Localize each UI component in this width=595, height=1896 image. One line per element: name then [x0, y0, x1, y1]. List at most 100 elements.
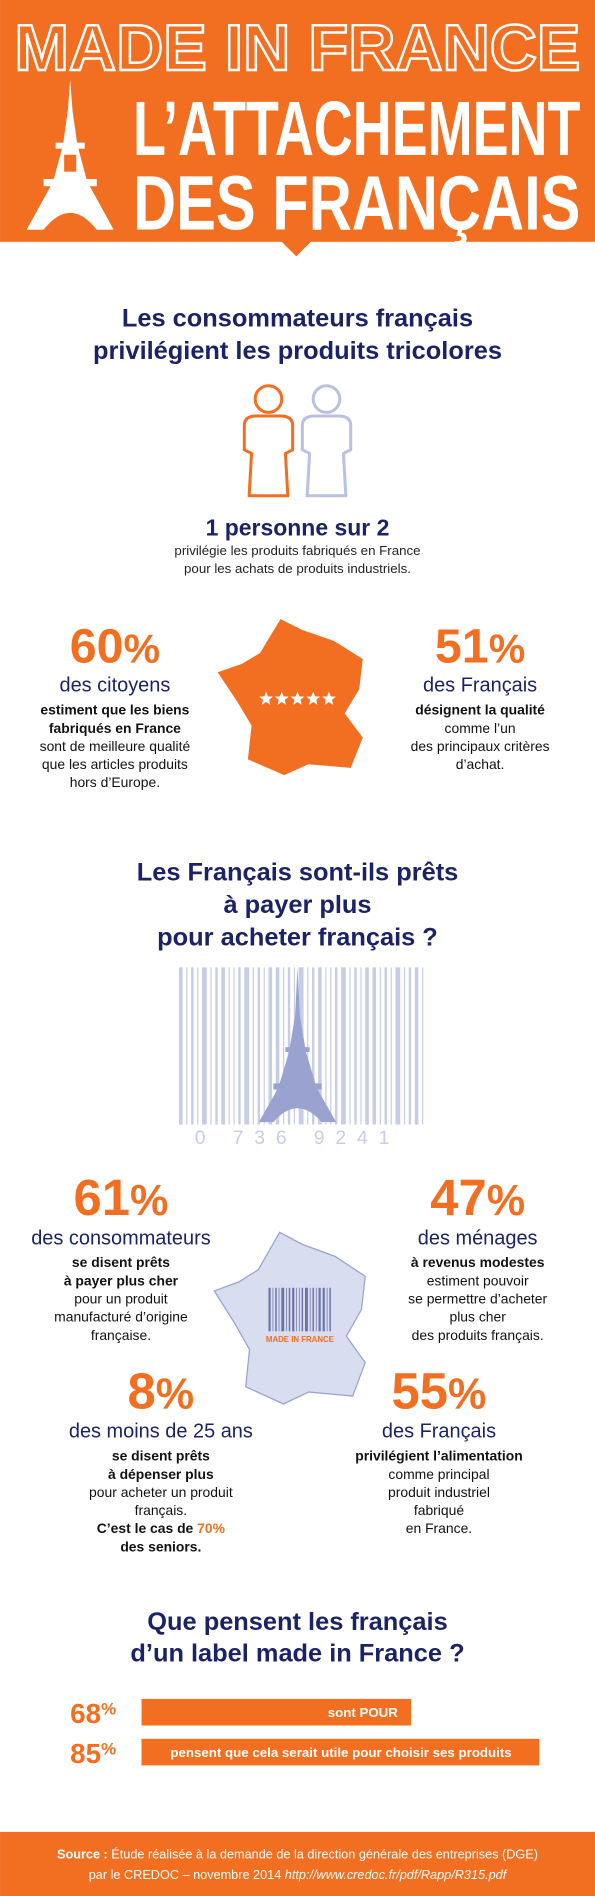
stat-block: 61%des consommateurs se disent prêts à pay…: [31, 1169, 211, 1343]
section-title: privilégient les produits tricolores: [93, 337, 502, 365]
barcode-bar: [372, 967, 377, 1125]
barcode-bar: [282, 967, 285, 1125]
barcode-bar: [315, 1287, 317, 1332]
barcode-bar: [263, 967, 265, 1125]
barcode-bar: [228, 967, 230, 1125]
footer-text: Étude réalisée à la demande de la direct…: [108, 1847, 538, 1862]
star: [290, 691, 305, 705]
barcode-bar: [334, 967, 338, 1125]
stat-text-part: comme l’un: [445, 720, 516, 736]
star: [274, 691, 289, 705]
stat-label: des citoyens: [59, 675, 170, 697]
header-subtitle: DES FRANÇAIS: [133, 161, 580, 247]
stat-text: d’achat.: [456, 756, 505, 772]
stat-value: 47%: [430, 1169, 525, 1226]
barcode-digits: 0 736 9241: [195, 1127, 401, 1149]
stat-text-part: à dépenser plus: [108, 1466, 214, 1482]
stat-value: 60%: [70, 620, 160, 674]
barcode-bar: [307, 967, 309, 1125]
stat-unit: %: [156, 1371, 194, 1419]
stat-text: des principaux critères: [411, 738, 550, 754]
item-number: 85: [70, 1738, 101, 1769]
stat-text: pour un produit: [74, 1291, 168, 1307]
barcode-bar: [191, 967, 194, 1125]
barcode-bar: [286, 1287, 287, 1332]
stat-label: des moins de 25 ans: [69, 1421, 253, 1443]
stat-highlight: 70%: [197, 1520, 225, 1536]
people-icon: [242, 384, 353, 498]
barcode-bar: [296, 1287, 298, 1332]
barcode-bar: [298, 1287, 300, 1332]
barcode-bar: [403, 967, 406, 1125]
stat-value: 8%: [128, 1363, 195, 1420]
stat-text-part: que les articles produits: [42, 756, 188, 772]
barcode-bar: [278, 1287, 280, 1332]
item-value: 68%: [70, 1698, 116, 1729]
footer-band: [0, 1831, 595, 1896]
stat-number: 51: [435, 620, 489, 674]
stat-text: estiment que les biens: [40, 702, 189, 718]
stat-text: à dépenser plus: [108, 1466, 214, 1482]
footer-line: Source : Étude réalisée à la demande de …: [57, 1847, 538, 1862]
stat-text-part: se permettre d’acheter: [408, 1291, 547, 1307]
stat-text: fabriqués en France: [49, 720, 181, 736]
barcode-bar: [268, 967, 273, 1125]
stat-text: comme l’un: [445, 720, 516, 736]
section-title: à payer plus: [223, 891, 371, 919]
barcode-bar: [186, 967, 188, 1125]
item-text: pensent que cela serait utile pour chois…: [170, 1745, 511, 1760]
stat-text-part: hors d’Europe.: [70, 774, 160, 790]
section-title: d’un label made in France ?: [130, 1639, 464, 1667]
barcode-bar: [390, 967, 392, 1125]
stat-text: se disent prêts: [72, 1254, 170, 1270]
footer-line: par le CREDOC – novembre 2014 http://www…: [89, 1868, 508, 1882]
stat-text: désignent la qualité: [415, 702, 545, 718]
barcode-bar: [349, 967, 351, 1125]
stat-text-part: à payer plus cher: [64, 1272, 179, 1288]
stat-block: 8%des moins de 25 ans se disent prêts à dé…: [69, 1363, 253, 1555]
stat-text-part: des produits français.: [412, 1327, 544, 1343]
stat-unit: %: [448, 1371, 486, 1419]
stat-text: manufacturé d’origine: [54, 1309, 188, 1325]
header-notch: [280, 240, 313, 257]
headline: 1 personne sur 2: [206, 515, 390, 541]
barcode-bar: [287, 967, 291, 1125]
stat-text-part: privilégient l’alimentation: [355, 1448, 523, 1464]
item-value: 85%: [70, 1738, 116, 1769]
stat-text-part: se disent prêts: [112, 1448, 210, 1464]
stat-number: 60: [70, 620, 124, 674]
stat-text-part: à revenus modestes: [411, 1254, 545, 1270]
stat-text-part: estiment que les biens: [40, 702, 189, 718]
barcode-bar: [330, 967, 332, 1125]
star: [306, 691, 321, 705]
barcode-bar: [384, 967, 387, 1125]
barcode-icon: [179, 967, 424, 1125]
barcode-bar: [215, 967, 218, 1125]
stat-text: pour acheter un produit: [89, 1484, 233, 1500]
section-title: pour acheter français ?: [157, 924, 438, 952]
barcode-bar: [318, 1287, 321, 1332]
stat-text: à revenus modestes: [411, 1254, 545, 1270]
star: [322, 691, 336, 705]
section-title: Les consommateurs français: [122, 304, 473, 332]
stat-text-part: française.: [91, 1327, 151, 1343]
barcode-bar: [268, 1287, 271, 1332]
barcode-bar: [275, 1287, 277, 1332]
stat-unit: %: [124, 626, 161, 672]
stat-unit: %: [487, 1177, 525, 1225]
france-map: [217, 619, 363, 776]
stat-text: des seniors.: [120, 1538, 201, 1554]
barcode-tower: [258, 967, 337, 1123]
barcode-bar: [244, 967, 250, 1125]
barcode-bar: [365, 967, 369, 1125]
barcode-bar: [197, 967, 199, 1125]
star: [259, 691, 273, 705]
stat-text: que les articles produits: [42, 756, 188, 772]
stat-block: 47%des ménages à revenus modestes estiment…: [408, 1169, 547, 1343]
barcode-bar: [252, 967, 254, 1125]
barcode-bar: [312, 1287, 314, 1332]
stat-text: se disent prêts: [112, 1448, 210, 1464]
stat-number: 8: [128, 1363, 156, 1420]
item-bar: [141, 1738, 540, 1766]
